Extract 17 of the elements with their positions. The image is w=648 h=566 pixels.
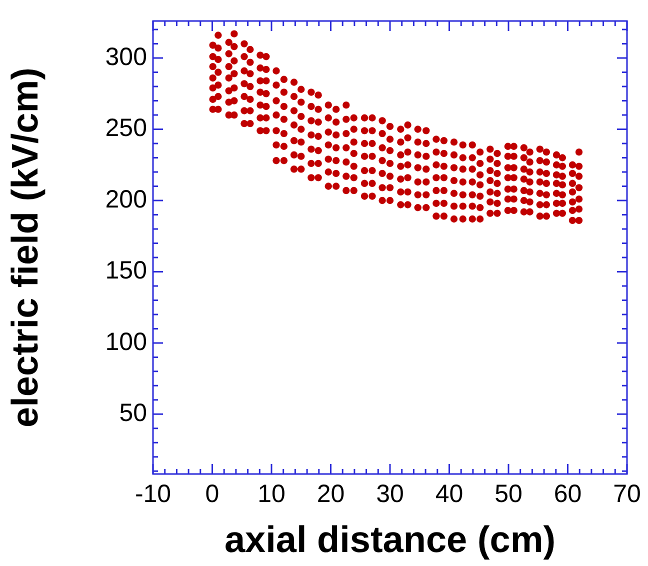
x-tick-label: 10 [258, 480, 286, 508]
x-tick-label: 30 [376, 480, 404, 508]
x-tick-label: 40 [435, 480, 464, 508]
y-tick-label: 50 [119, 399, 147, 428]
y-tick-label: 200 [105, 185, 147, 214]
y-tick-label: 100 [105, 328, 147, 356]
x-tick-label: 70 [613, 480, 641, 508]
y-tick-label: 250 [105, 114, 147, 142]
x-tick-label: 50 [494, 480, 522, 508]
x-tick-label: 60 [554, 480, 582, 508]
x-tick-label: 20 [316, 480, 345, 508]
y-tick-label: 150 [105, 256, 147, 285]
y-tick-label: 300 [105, 42, 147, 71]
x-axis-title: axial distance (cm) [224, 519, 556, 560]
x-tick-label: -10 [134, 480, 172, 508]
y-axis-title: electric field (kV/cm) [4, 68, 46, 428]
x-tick-label: 0 [205, 480, 220, 508]
